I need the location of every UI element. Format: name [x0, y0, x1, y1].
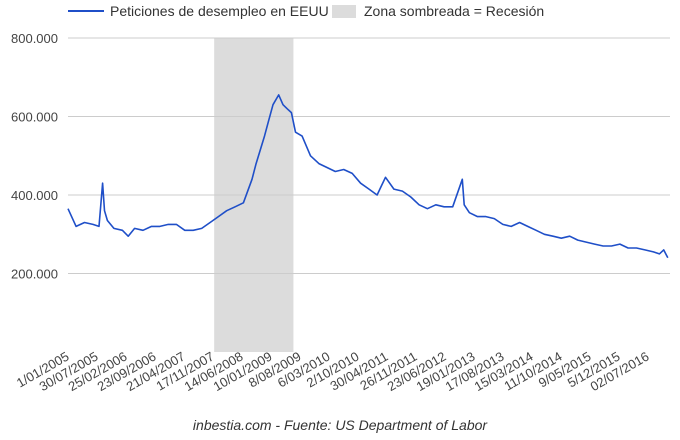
series-layer [67, 94, 669, 259]
y-tick-label: 400.000 [11, 188, 58, 203]
y-tick-label: 800.000 [11, 31, 58, 46]
x-axis-labels: 1/01/200530/07/200525/02/200623/09/20062… [14, 349, 652, 395]
legend-recession: Zona sombreada = Recesión [332, 3, 544, 19]
source-footer: inbestia.com - Fuente: US Department of … [192, 417, 488, 433]
y-tick-label: 200.000 [11, 267, 58, 282]
legend-recession-swatch [332, 4, 356, 18]
y-axis-labels: 200.000 400.000 600.000 800.000 [11, 31, 58, 282]
y-tick-label: 600.000 [11, 110, 58, 125]
series-line [67, 94, 669, 259]
grid-layer [68, 37, 670, 274]
legend-series: Peticiones de desempleo en EEUU [68, 3, 329, 19]
legend-series-swatch [68, 10, 104, 12]
legend-recession-label: Zona sombreada = Recesión [364, 3, 545, 19]
legend-series-label: Peticiones de desempleo en EEUU [110, 3, 329, 19]
